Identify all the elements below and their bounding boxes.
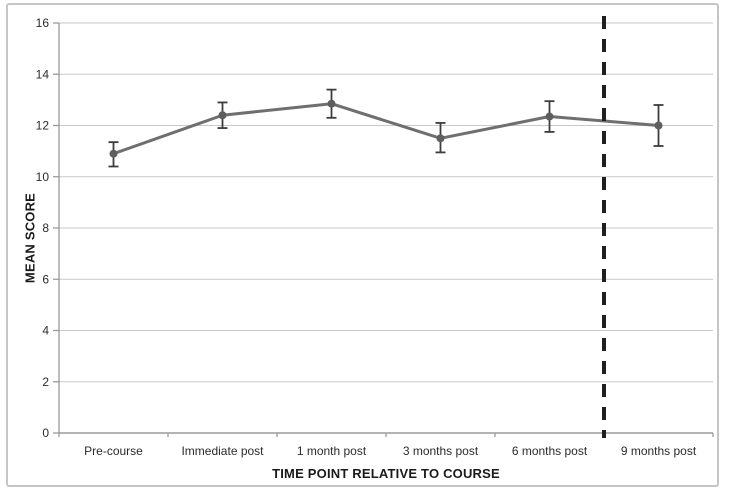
x-axis-title: TIME POINT RELATIVE TO COURSE bbox=[272, 466, 500, 481]
data-point-marker bbox=[545, 112, 554, 121]
x-category-label: 1 month post bbox=[297, 444, 367, 458]
data-point-marker bbox=[327, 99, 336, 108]
y-tick-label: 8 bbox=[42, 221, 49, 235]
y-tick-label: 16 bbox=[36, 16, 50, 30]
y-tick-label: 14 bbox=[36, 67, 50, 81]
x-category-label: 6 months post bbox=[512, 444, 588, 458]
x-category-label: 9 months post bbox=[621, 444, 697, 458]
data-point-marker bbox=[218, 111, 227, 120]
y-tick-label: 0 bbox=[42, 426, 49, 440]
x-category-label: 3 months post bbox=[403, 444, 479, 458]
data-point-marker bbox=[436, 134, 445, 143]
y-tick-label: 12 bbox=[36, 119, 50, 133]
x-category-label: Immediate post bbox=[181, 444, 264, 458]
series-line bbox=[112, 102, 660, 156]
x-category-label: Pre-course bbox=[84, 444, 143, 458]
y-tick-label: 2 bbox=[42, 375, 49, 389]
data-point-marker bbox=[109, 149, 118, 158]
y-tick-label: 10 bbox=[36, 170, 50, 184]
y-tick-label: 6 bbox=[42, 272, 49, 286]
y-tick-label: 4 bbox=[42, 324, 49, 338]
y-axis-title: MEAN SCORE bbox=[22, 192, 38, 284]
data-point-marker bbox=[654, 121, 663, 130]
